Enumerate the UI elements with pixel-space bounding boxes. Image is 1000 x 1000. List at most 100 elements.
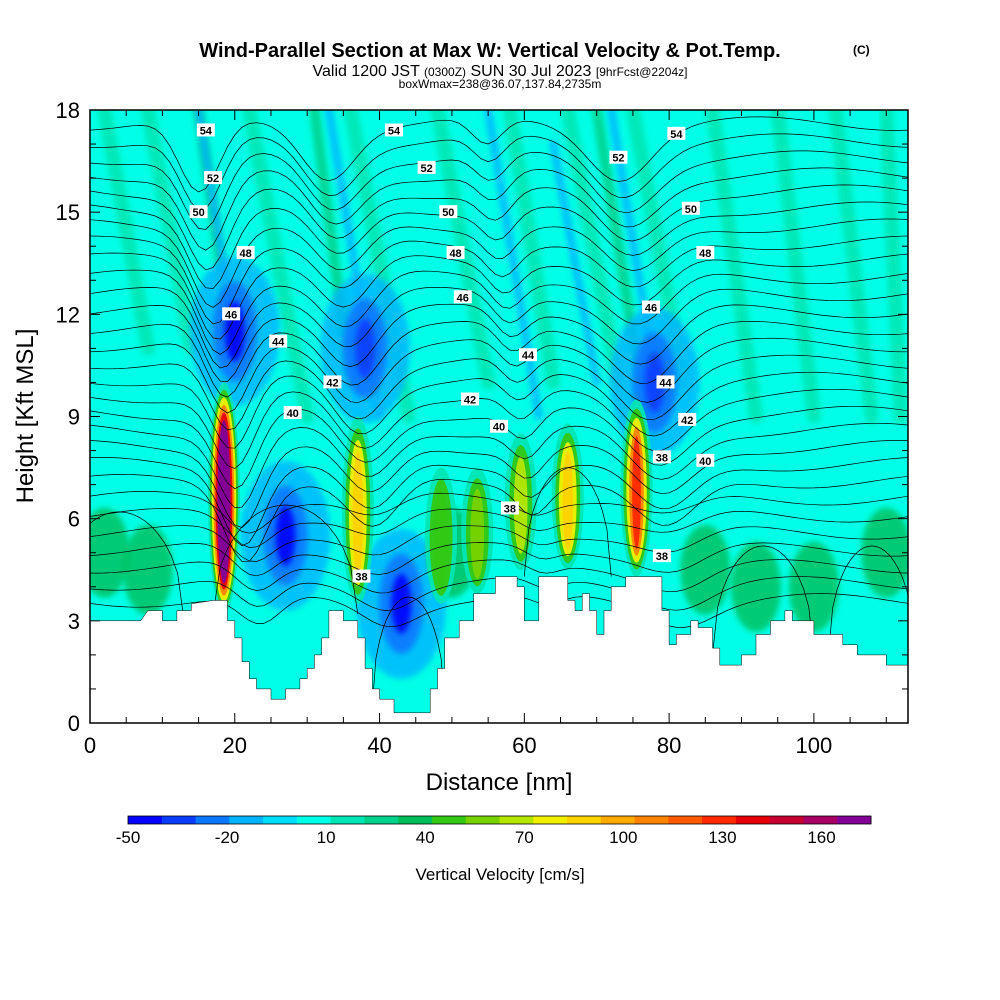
contour-label-text: 40 bbox=[493, 422, 505, 434]
contour-label: 50 bbox=[189, 205, 208, 219]
colorbar-tick-label: -50 bbox=[116, 828, 141, 847]
updraft-layer bbox=[513, 456, 528, 554]
colorbar-swatch bbox=[465, 816, 500, 824]
chart-subtitle-2: boxWmax=238@36.07,137.84,2735m bbox=[399, 77, 602, 91]
isentrope-line bbox=[90, 388, 908, 469]
colorbar-swatch bbox=[567, 816, 602, 824]
field-streak bbox=[502, 110, 561, 390]
colorbar-swatch bbox=[431, 816, 467, 824]
colorbar-swatch bbox=[600, 816, 636, 824]
isentrope-line bbox=[90, 150, 908, 230]
colorbar-swatch bbox=[533, 816, 568, 824]
isentrope-line bbox=[90, 525, 908, 562]
contour-label-box bbox=[453, 290, 472, 304]
colorbar-swatch bbox=[634, 816, 669, 824]
x-tick-label: 60 bbox=[512, 733, 536, 758]
x-tick-label: 80 bbox=[657, 733, 681, 758]
contour-label: 42 bbox=[678, 412, 697, 427]
isentrope-loop bbox=[712, 545, 815, 655]
contour-label: 48 bbox=[446, 246, 465, 260]
isentrope-line bbox=[90, 252, 908, 340]
colorbar-tick-label: -20 bbox=[215, 828, 240, 847]
colorbar-swatch bbox=[769, 816, 804, 824]
contour-label-box bbox=[642, 300, 661, 314]
contour-label-text: 46 bbox=[457, 292, 469, 304]
field-low-green bbox=[90, 507, 130, 598]
contour-label: 52 bbox=[609, 150, 628, 165]
x-axis-label: Distance [nm] bbox=[426, 769, 573, 796]
isentrope-line bbox=[90, 320, 908, 398]
field-low-green bbox=[122, 524, 173, 615]
contour-label-box bbox=[609, 150, 628, 164]
contour-label: 54 bbox=[385, 123, 404, 137]
contour-label-text: 38 bbox=[355, 572, 367, 584]
subtitle-date: SUN 30 Jul 2023 bbox=[470, 63, 591, 80]
colorbar-swatch bbox=[229, 816, 264, 824]
contour-label-text: 50 bbox=[685, 204, 697, 216]
subtitle-utc: (0300Z) bbox=[424, 65, 466, 79]
isentrope-loop bbox=[523, 467, 612, 577]
field-low-green bbox=[861, 507, 908, 598]
isentrope-loop bbox=[90, 511, 185, 621]
downdraft-core bbox=[355, 318, 376, 379]
colorbar-tick-label: 160 bbox=[807, 828, 835, 847]
isentrope-line bbox=[90, 440, 908, 529]
chart-subtitle: Valid 1200 JST (0300Z) SUN 30 Jul 2023 [… bbox=[313, 63, 688, 80]
contour-label: 52 bbox=[417, 160, 436, 175]
downdraft-core bbox=[391, 573, 412, 634]
y-tick-label: 0 bbox=[68, 711, 80, 736]
contour-label: 48 bbox=[696, 246, 715, 260]
contour-label-box bbox=[222, 307, 241, 321]
contour-label-box bbox=[236, 246, 255, 260]
updraft-layer bbox=[221, 435, 227, 572]
contour-label-text: 54 bbox=[388, 125, 401, 137]
colorbar-swatch bbox=[364, 816, 399, 824]
colorbar-tick-label: 40 bbox=[416, 828, 435, 847]
colorbar-label: Vertical Velocity [cm/s] bbox=[415, 865, 584, 884]
contour-label-box bbox=[446, 246, 465, 260]
contour-label-box bbox=[439, 205, 458, 219]
contour-label: 42 bbox=[461, 392, 480, 406]
contour-label-text: 50 bbox=[442, 207, 454, 219]
field-streak bbox=[242, 110, 315, 424]
contour-label: 38 bbox=[652, 450, 671, 464]
contour-label-text: 50 bbox=[192, 207, 204, 219]
contour-label: 44 bbox=[656, 375, 675, 389]
updraft-layer bbox=[562, 451, 574, 550]
contour-label-text: 42 bbox=[464, 394, 476, 406]
isentrope-line bbox=[90, 337, 908, 414]
contour-label-text: 48 bbox=[449, 248, 461, 260]
colorbar-tick-label: 10 bbox=[317, 828, 336, 847]
isentrope-line bbox=[90, 457, 908, 547]
field-low-green bbox=[680, 524, 731, 615]
field-streak bbox=[140, 110, 199, 356]
contour-label-text: 42 bbox=[681, 415, 693, 427]
contour-label-box bbox=[283, 406, 302, 420]
isentrope-line bbox=[90, 133, 908, 211]
isentrope-line bbox=[90, 218, 908, 308]
downdraft-core bbox=[275, 505, 296, 566]
colorbar-swatch bbox=[195, 816, 230, 824]
axis-ticks: 0 20 40 60 80 100 0 3 6 9 12 15 18 bbox=[56, 98, 908, 758]
contour-label: 54 bbox=[667, 126, 686, 141]
contour-label: 44 bbox=[518, 348, 537, 362]
contour-label: 50 bbox=[439, 205, 458, 219]
y-axis-label: Height [Kft MSL] bbox=[12, 329, 39, 504]
contour-label-box bbox=[652, 549, 671, 563]
field-streak bbox=[770, 110, 821, 424]
contour-label: 38 bbox=[500, 501, 519, 515]
x-tick-label: 100 bbox=[796, 733, 833, 758]
contour-label: 50 bbox=[681, 201, 700, 216]
y-tick-label: 18 bbox=[56, 98, 80, 123]
contour-label-box bbox=[189, 205, 208, 219]
contour-label-text: 52 bbox=[420, 163, 432, 175]
isentrope-line bbox=[90, 286, 908, 369]
subtitle-forecast: [9hrFcst@2204z] bbox=[596, 65, 688, 79]
contour-label-box bbox=[656, 375, 675, 389]
isentrope-line bbox=[90, 371, 908, 449]
colorbar-swatch bbox=[735, 816, 771, 824]
isentrope-line bbox=[90, 303, 908, 382]
isentrope-line bbox=[90, 559, 908, 594]
contour-label-text: 40 bbox=[287, 408, 299, 420]
